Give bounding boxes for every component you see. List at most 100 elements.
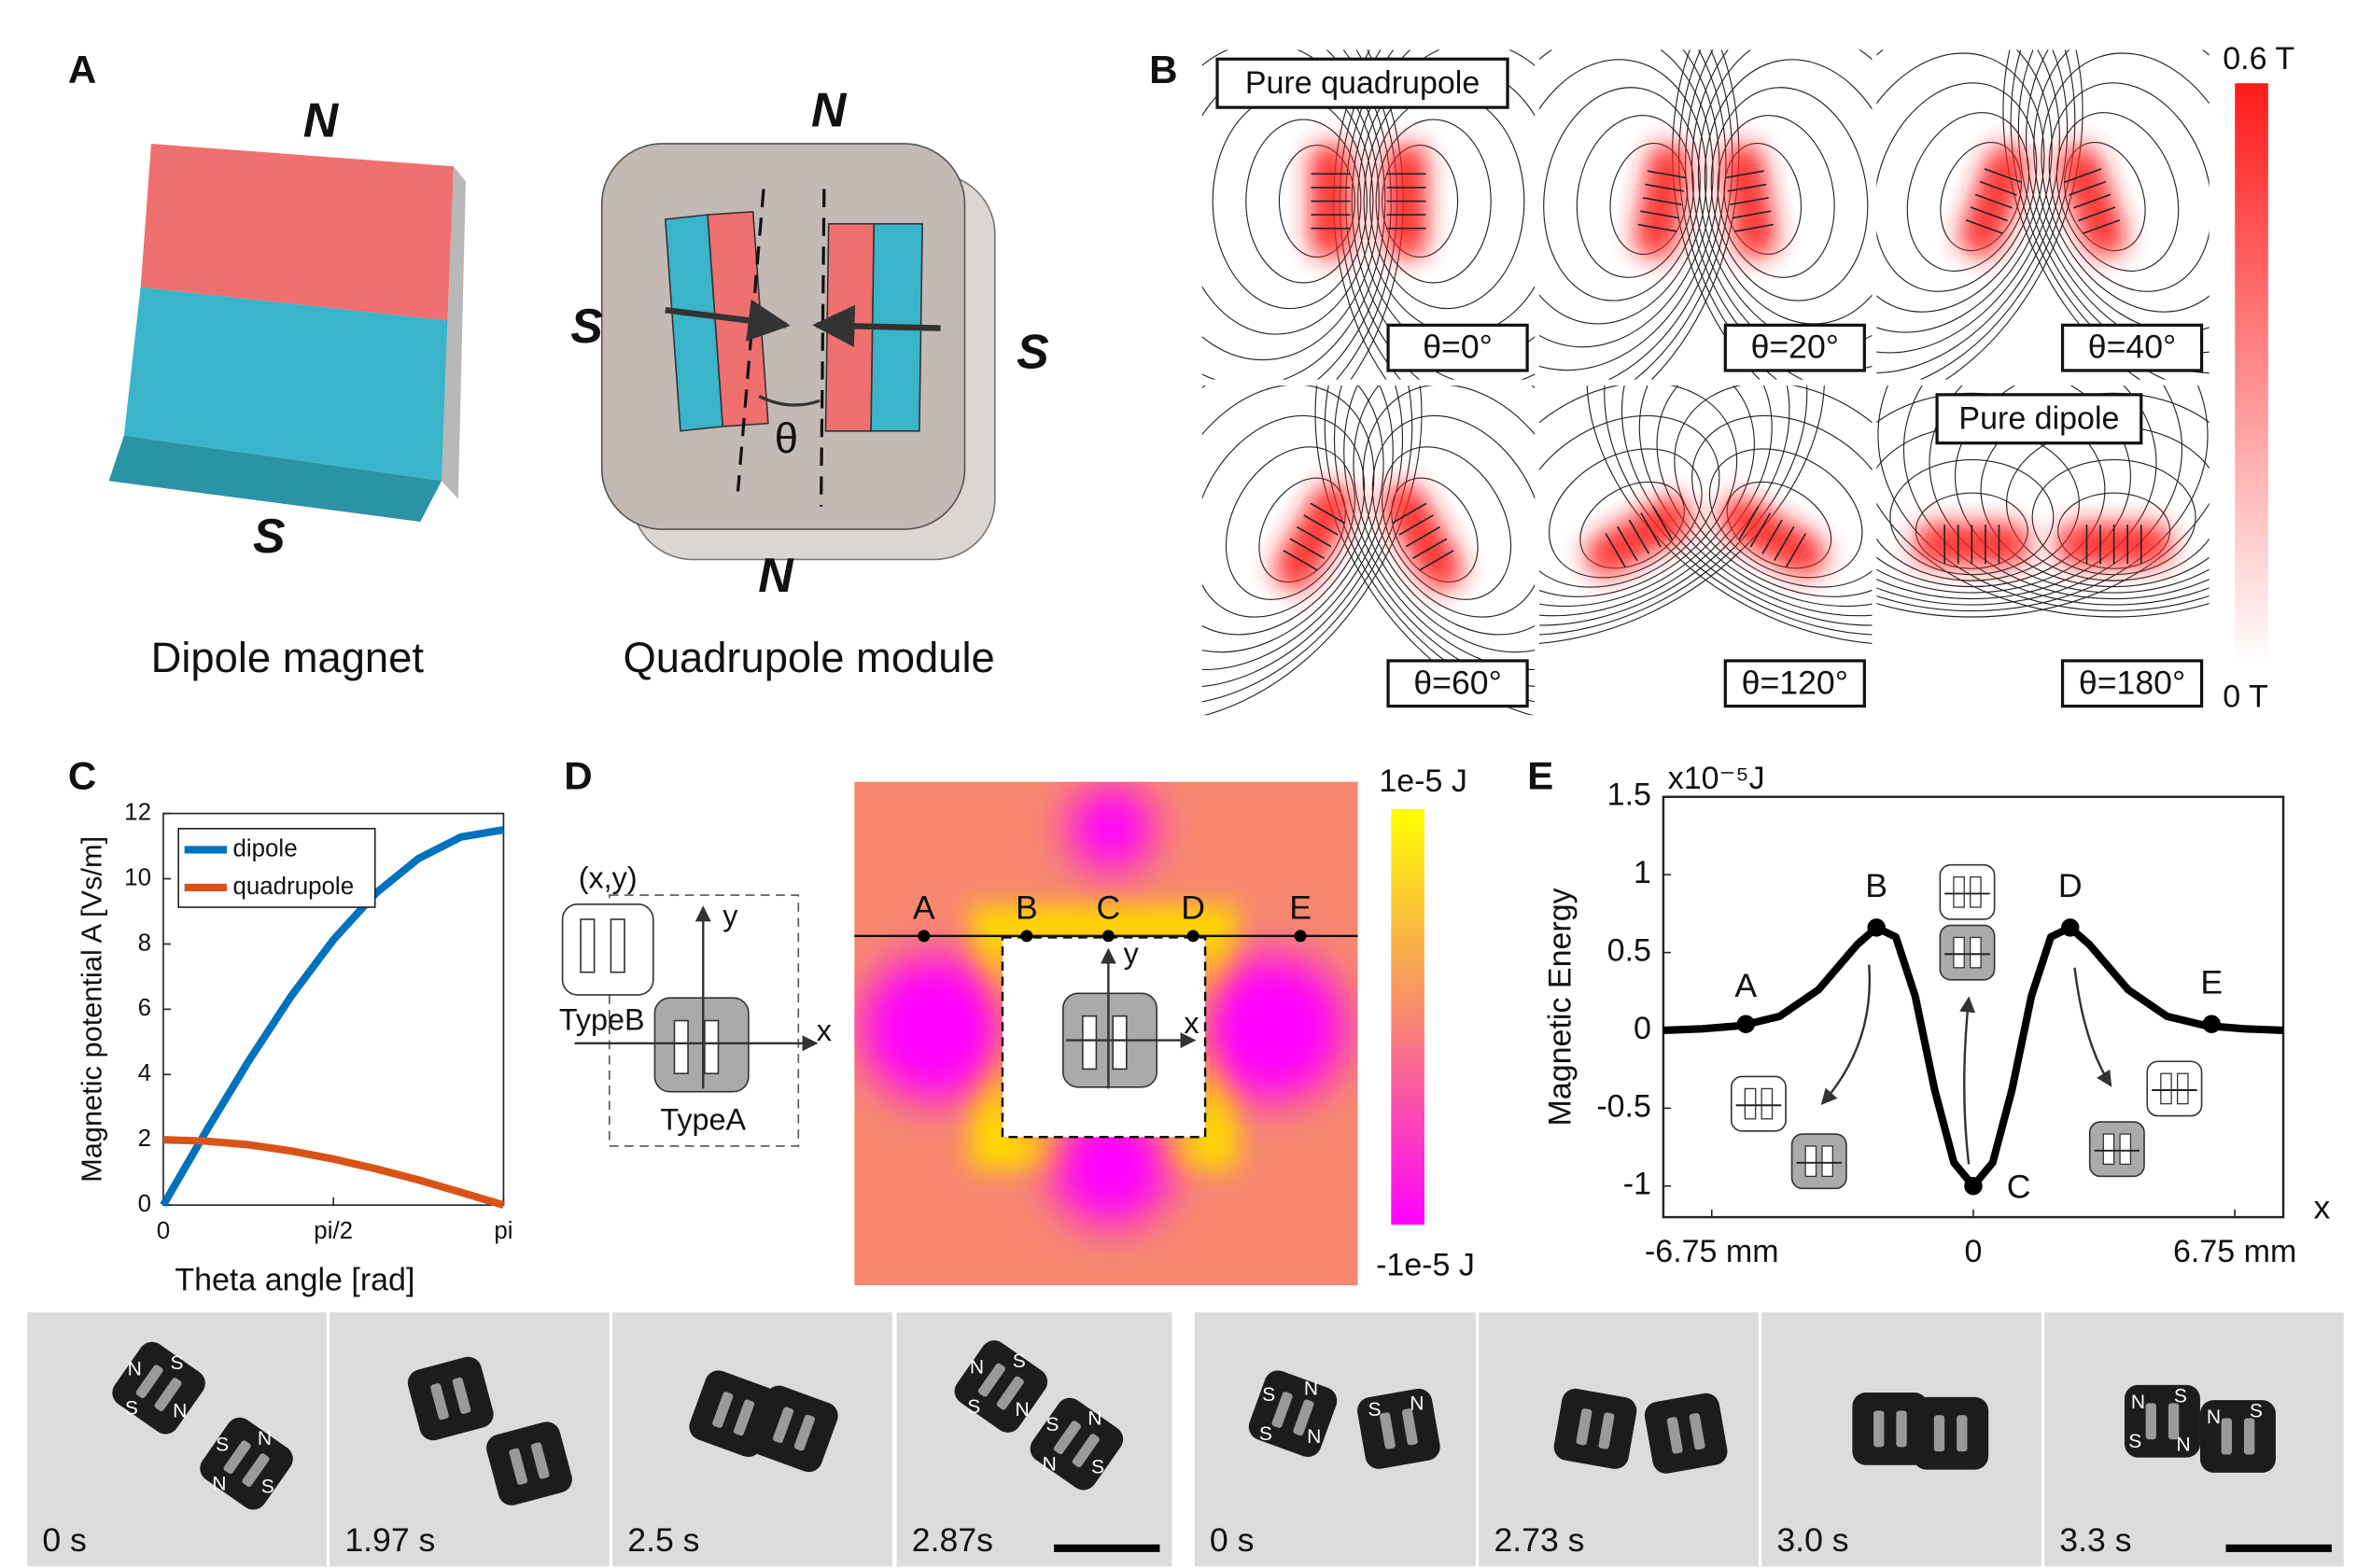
field-line [1876, 49, 2053, 333]
icon-slot [1761, 1087, 1774, 1120]
pole-label: S [171, 1352, 184, 1374]
pole-label: S [261, 1477, 274, 1498]
point-label: D [1181, 889, 1205, 927]
field-line [1201, 385, 1423, 716]
module-body [1644, 1393, 1728, 1474]
module-slot [734, 1399, 755, 1436]
pole-label: S [253, 509, 286, 563]
y-tick-label: 4 [138, 1060, 151, 1086]
field-line [1717, 115, 1835, 278]
module-slot [793, 1414, 815, 1451]
module-slot [2145, 1403, 2156, 1440]
angle-label: θ=60° [1413, 664, 1502, 701]
pole-label: S [1017, 324, 1049, 378]
coil-line [1749, 512, 1772, 548]
field-line [1708, 448, 1863, 579]
axis-label: y [723, 899, 738, 932]
field-line [2048, 82, 2210, 292]
legend-label: quadrupole [232, 874, 354, 900]
magnet-module [112, 1341, 205, 1435]
legend-label: dipole [232, 835, 297, 861]
field-line [1604, 385, 1873, 636]
field-line [1343, 385, 1536, 671]
pole-label: S [1262, 1384, 1275, 1406]
arrow [2073, 967, 2112, 1087]
caption: Quadrupole module [623, 634, 994, 681]
pole-label: N [1087, 1408, 1101, 1430]
pole-label: N [2131, 1392, 2145, 1413]
icon-slot [1804, 1145, 1817, 1178]
coil-line [1761, 519, 1783, 554]
map-blob [1200, 955, 1346, 1101]
icon-slot [1970, 936, 1982, 969]
icon [1939, 863, 1996, 920]
icon-slot [1953, 936, 1965, 969]
field-line [1656, 385, 1873, 608]
photo [27, 1312, 327, 1567]
type-b-module [561, 903, 654, 996]
cube-north [140, 143, 454, 321]
pole-label: N [2207, 1407, 2221, 1428]
icon-slot [1953, 875, 1965, 908]
field-line [1539, 59, 1707, 325]
coil-line [1419, 550, 1454, 571]
field-line [1375, 119, 1492, 284]
field-line [1201, 49, 1380, 361]
coil-line [1405, 525, 1440, 548]
label-box [1386, 323, 1529, 372]
field-line [2041, 52, 2210, 313]
y-tick-label: 1.5 [1607, 777, 1651, 813]
field-line [1929, 385, 2210, 600]
module-slot [1576, 1408, 1592, 1446]
pole-label: S [1259, 1423, 1272, 1445]
axis-label: y [1124, 936, 1140, 970]
module-slot [452, 1377, 471, 1414]
module-body [2124, 1384, 2200, 1458]
angle-label: θ=0° [1423, 329, 1493, 366]
slot [673, 1019, 689, 1075]
module-slot [530, 1442, 550, 1479]
slot [610, 918, 625, 973]
pole-label: N [128, 1358, 142, 1379]
panel-a: A N S Dipole magnet θ N S S N Quadrupole… [68, 48, 1049, 681]
pole-label: S [125, 1397, 138, 1419]
field-line [1726, 481, 1832, 569]
field-line [1638, 385, 1873, 617]
colorbar-label: 0 T [2223, 679, 2268, 714]
label-box [1723, 659, 1866, 708]
field-line [1201, 385, 1404, 688]
field-line [2055, 112, 2180, 272]
field-line [1258, 477, 1346, 583]
time-label: 2.5 s [627, 1521, 699, 1559]
pole-label: S [570, 299, 603, 353]
field-line [1201, 414, 1366, 618]
colorbar [1391, 808, 1424, 1225]
arrow [1820, 964, 1872, 1105]
coil-line [1774, 525, 1795, 562]
module-slot [1072, 1434, 1100, 1467]
slot [1112, 1015, 1128, 1071]
cube-side [442, 166, 466, 499]
field-line [1876, 49, 2069, 374]
coil-line [1727, 183, 1767, 192]
coil-line [2069, 180, 2107, 196]
coil-line [1297, 525, 1332, 548]
field-line [1889, 458, 2055, 576]
field-line [2033, 49, 2210, 333]
field-line [1201, 385, 1394, 671]
field-line [1876, 385, 2210, 618]
field-line [1877, 385, 2210, 612]
axis-label: x [817, 1014, 832, 1047]
y-tick-label: 6 [138, 995, 151, 1021]
magnet-module [954, 1340, 1048, 1433]
field-line [1362, 385, 1536, 636]
colorbar [2235, 83, 2268, 665]
coil-line [1979, 180, 2017, 196]
label-box [2060, 659, 2204, 708]
module-slot [1293, 1399, 1314, 1436]
x-tick-label: pi/2 [314, 1218, 353, 1244]
label-box [1935, 393, 2143, 445]
module-slot [242, 1453, 270, 1488]
coil-line [1283, 550, 1318, 571]
magnet-module [2199, 1400, 2276, 1473]
